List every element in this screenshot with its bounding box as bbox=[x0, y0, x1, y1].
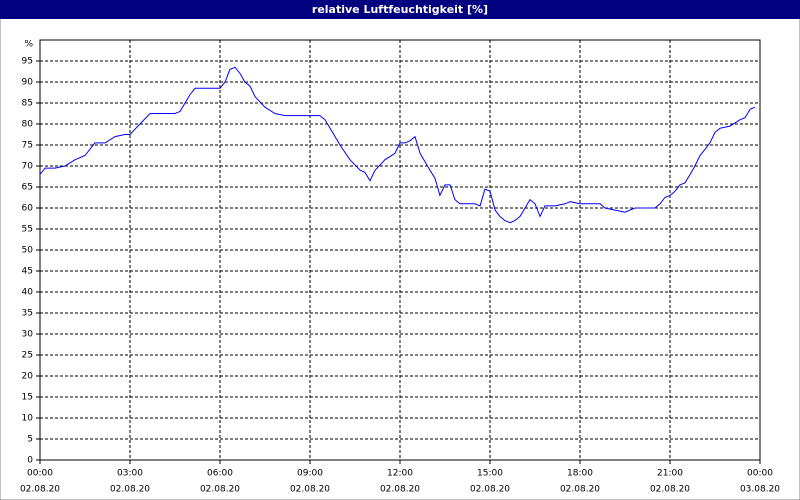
y-tick-label: 35 bbox=[22, 309, 33, 319]
y-tick-label: 65 bbox=[22, 183, 33, 193]
y-tick-label: 30 bbox=[22, 330, 34, 340]
y-tick-label: 85 bbox=[22, 99, 33, 109]
y-tick-label: 5 bbox=[27, 435, 33, 445]
x-tick-date: 03.08.20 bbox=[740, 485, 780, 495]
y-tick-label: 45 bbox=[22, 267, 33, 277]
y-tick-label: 90 bbox=[22, 78, 34, 88]
x-tick-label: 03:00 bbox=[117, 469, 143, 479]
y-tick-label: 15 bbox=[22, 393, 33, 403]
y-tick-label: 50 bbox=[22, 246, 34, 256]
y-tick-label: 55 bbox=[22, 225, 33, 235]
x-tick-date: 02.08.20 bbox=[200, 485, 240, 495]
y-tick-label: 20 bbox=[22, 372, 34, 382]
y-tick-label: 95 bbox=[22, 57, 33, 67]
x-tick-date: 02.08.20 bbox=[650, 485, 690, 495]
x-tick-date: 02.08.20 bbox=[20, 485, 60, 495]
x-tick-label: 21:00 bbox=[657, 469, 683, 479]
x-tick-label: 09:00 bbox=[297, 469, 323, 479]
y-tick-label: 60 bbox=[22, 204, 34, 214]
y-tick-label: 25 bbox=[22, 351, 33, 361]
y-tick-label: 75 bbox=[22, 141, 33, 151]
chart-title: relative Luftfeuchtigkeit [%] bbox=[312, 3, 488, 16]
x-tick-label: 00:00 bbox=[27, 469, 53, 479]
x-tick-date: 02.08.20 bbox=[110, 485, 150, 495]
plot-border bbox=[39, 39, 761, 461]
x-tick-date: 02.08.20 bbox=[290, 485, 330, 495]
x-tick-label: 12:00 bbox=[387, 469, 413, 479]
x-tick-date: 02.08.20 bbox=[470, 485, 510, 495]
x-tick-date: 02.08.20 bbox=[560, 485, 600, 495]
x-tick-date: 02.08.20 bbox=[380, 485, 420, 495]
y-tick-label: 80 bbox=[22, 120, 34, 130]
y-tick-label: 10 bbox=[22, 414, 34, 424]
x-tick-label: 06:00 bbox=[207, 469, 233, 479]
x-tick-label: 00:00 bbox=[747, 469, 773, 479]
y-axis-label: % bbox=[24, 40, 33, 50]
x-tick-label: 15:00 bbox=[477, 469, 503, 479]
title-bar bbox=[0, 0, 800, 19]
y-tick-label: 0 bbox=[27, 456, 33, 466]
y-tick-label: 40 bbox=[22, 288, 34, 298]
x-tick-label: 18:00 bbox=[567, 469, 593, 479]
y-tick-label: 70 bbox=[22, 162, 34, 172]
data-line bbox=[39, 66, 756, 224]
